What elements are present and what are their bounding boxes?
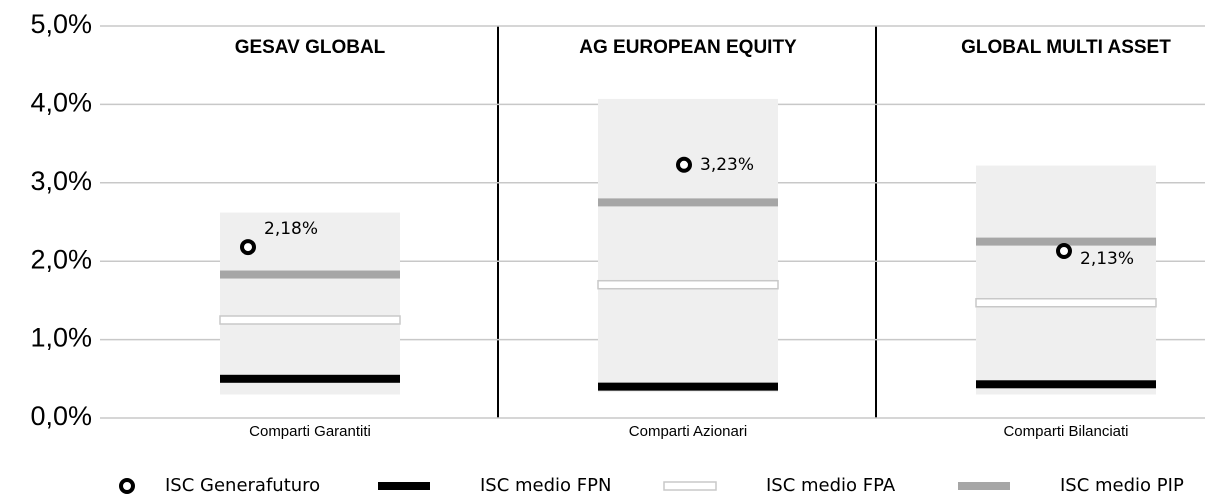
isc-marker — [676, 156, 692, 173]
legend-label: ISC medio FPN — [480, 475, 611, 496]
value-label: 2,18% — [264, 219, 318, 239]
x-tick-label: Comparti Azionari — [629, 423, 747, 440]
legend-marker — [378, 482, 430, 490]
mean-bar — [597, 279, 779, 290]
mean-bar — [220, 270, 400, 279]
value-label: 3,23% — [700, 155, 754, 175]
mean-bar — [976, 380, 1156, 389]
legend-label: ISC Generafuturo — [165, 475, 320, 496]
mean-bar — [598, 382, 778, 391]
y-tick-label: 3,0% — [30, 166, 92, 196]
y-tick-label: 1,0% — [30, 323, 92, 353]
legend-marker — [958, 482, 1010, 490]
panel-title: AG EUROPEAN EQUITY — [579, 37, 797, 58]
x-tick-label: Comparti Garantiti — [249, 423, 371, 440]
mean-bar — [975, 298, 1157, 308]
mean-bar — [219, 315, 401, 325]
mean-bar — [976, 237, 1156, 246]
mean-bar — [598, 198, 778, 207]
mean-bar — [220, 374, 400, 383]
y-tick-label: 0,0% — [30, 401, 92, 431]
isc-marker — [1056, 243, 1072, 260]
legend-label: ISC medio FPA — [766, 475, 896, 496]
range-box — [976, 165, 1156, 395]
y-tick-label: 4,0% — [30, 88, 92, 118]
panel-title: GLOBAL MULTI ASSET — [961, 37, 1171, 58]
y-tick-label: 2,0% — [30, 244, 92, 274]
legend-marker — [663, 481, 717, 491]
range-box — [598, 98, 778, 393]
legend-marker — [119, 478, 135, 494]
panel-title: GESAV GLOBAL — [235, 37, 386, 58]
x-tick-label: Comparti Bilanciati — [1003, 423, 1128, 440]
legend-label: ISC medio PIP — [1060, 475, 1184, 496]
y-tick-label: 5,0% — [30, 9, 92, 39]
isc-marker — [240, 239, 256, 256]
value-label: 2,13% — [1080, 249, 1134, 269]
